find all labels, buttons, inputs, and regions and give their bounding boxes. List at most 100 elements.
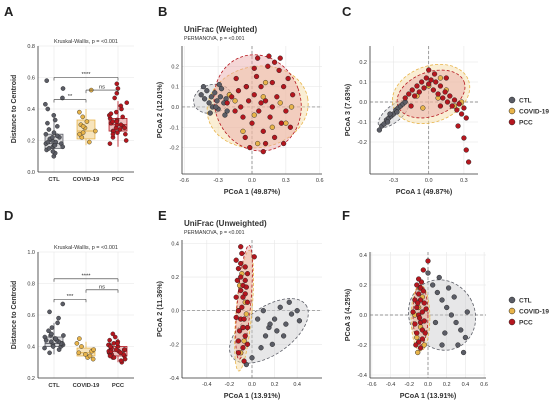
legend-marker (508, 296, 516, 304)
y-tick-label: 0.0 (171, 309, 179, 315)
data-point (213, 104, 219, 110)
data-point (267, 321, 273, 327)
data-point (117, 127, 123, 132)
y-tick-label: 0.2 (171, 64, 179, 70)
data-point (277, 100, 283, 106)
data-point (122, 347, 127, 352)
panel-c-pcoa: -0.3 0.0 0.3 -0.2 -0.1 0.0 0.1 0.2 PCoA 1 (49.87… (343, 46, 478, 196)
data-point (111, 341, 117, 346)
data-point (251, 92, 257, 98)
x-axis-title: PCoA 1 (13.91%) (400, 391, 457, 400)
data-point (243, 284, 249, 290)
data-point (425, 258, 431, 264)
y-tick-label: 0.1 (171, 85, 179, 91)
data-point (56, 315, 61, 321)
data-point (240, 114, 246, 120)
y-tick-label: 0.4 (359, 253, 367, 259)
data-point (432, 319, 439, 326)
data-point (430, 87, 437, 93)
data-point (278, 120, 284, 126)
data-point (242, 333, 248, 339)
data-point (239, 304, 245, 310)
data-point (269, 341, 275, 347)
data-point (232, 98, 238, 104)
data-point (258, 345, 264, 351)
data-point (200, 84, 207, 90)
y-tick-label: -0.1 (358, 120, 367, 126)
data-point (421, 300, 427, 306)
data-point (76, 350, 82, 356)
y-tick-label: 0.0 (359, 100, 367, 106)
data-point (417, 345, 424, 351)
legend-label: COVID-19 (519, 109, 549, 116)
data-point (86, 139, 92, 145)
data-point (118, 122, 124, 128)
data-point (425, 270, 431, 276)
data-point (411, 93, 418, 99)
data-point (232, 108, 238, 114)
data-point (414, 330, 420, 336)
data-point (46, 146, 52, 151)
data-point (51, 130, 57, 135)
data-point (233, 75, 239, 82)
data-point (244, 299, 251, 305)
y-tick-label: 0.2 (27, 376, 35, 382)
data-point (280, 333, 287, 339)
data-point (260, 128, 266, 134)
legend-label: CTL (519, 98, 532, 105)
data-point (50, 149, 56, 154)
data-point (426, 81, 432, 87)
panel-letter-f: F (342, 208, 350, 223)
panel-letter-e: E (158, 208, 167, 223)
x-tick-label: -0.3 (389, 178, 398, 184)
data-point (60, 95, 65, 101)
data-point (437, 75, 444, 81)
y-axis-title: Distance to Centroid (11, 75, 18, 143)
data-point (244, 324, 251, 331)
x-tick-label: 0.2 (443, 382, 451, 388)
data-point (46, 127, 52, 132)
data-point (249, 120, 255, 126)
data-point (50, 344, 56, 349)
data-point (440, 95, 446, 101)
data-point (249, 355, 255, 361)
y-tick-label: -0.1 (170, 125, 179, 131)
data-point (451, 294, 457, 300)
data-point (87, 353, 93, 359)
legend-marker (508, 318, 516, 326)
significance-label: **** (81, 273, 91, 279)
data-point (122, 125, 127, 131)
data-point (260, 149, 266, 155)
data-point (287, 124, 294, 130)
data-point (286, 299, 292, 305)
data-point (431, 71, 438, 77)
data-point (52, 117, 58, 123)
data-point (242, 277, 248, 284)
data-point (421, 318, 427, 324)
x-tick-label: -0.2 (405, 382, 414, 388)
confidence-ellipse (229, 298, 309, 364)
data-point (229, 94, 235, 100)
x-tick-label: 0.0 (424, 382, 432, 388)
significance-label: ns (99, 284, 105, 290)
data-point (414, 304, 420, 311)
data-point (242, 264, 248, 270)
y-tick-label: 0.2 (359, 283, 367, 289)
data-point (110, 331, 116, 337)
data-point (52, 142, 58, 148)
data-point (258, 84, 264, 90)
data-point (454, 107, 460, 113)
data-point (214, 98, 220, 104)
data-point (269, 79, 275, 86)
data-point (437, 103, 444, 109)
data-point (83, 352, 88, 357)
data-point (290, 92, 296, 98)
data-point (426, 67, 432, 73)
data-point (112, 334, 118, 340)
data-point (256, 108, 262, 114)
data-point (271, 316, 278, 322)
legend-marker (508, 107, 516, 115)
data-point (271, 59, 278, 65)
data-point (55, 320, 60, 326)
y-tick-label: 0.2 (27, 139, 35, 145)
